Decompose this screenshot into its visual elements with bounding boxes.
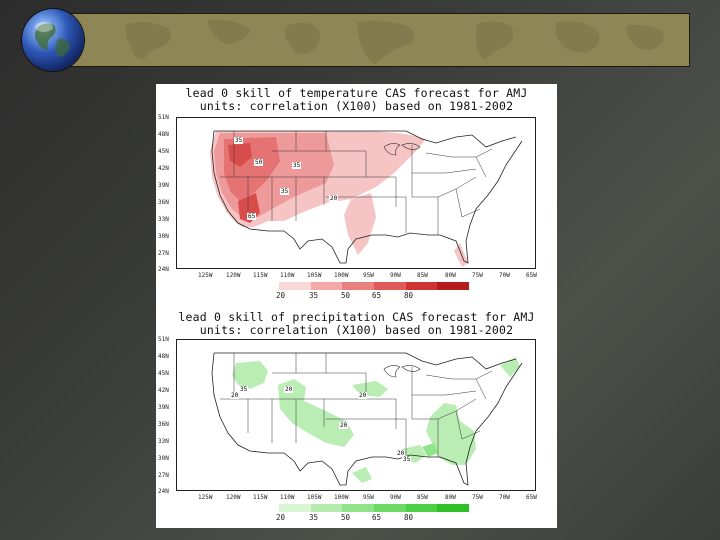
colorbar-label: 80 [404, 291, 414, 300]
lon-label: 100W [334, 494, 349, 501]
colorbar-label: 20 [276, 513, 286, 522]
lat-label: 33N [158, 438, 169, 445]
colorbar-swatch [437, 504, 470, 512]
colorbar-label: 50 [341, 291, 351, 300]
lat-label: 42N [158, 387, 169, 394]
lat-label: 45N [158, 370, 169, 377]
lon-label: 85W [417, 494, 428, 501]
lat-label: 30N [158, 455, 169, 462]
lon-label: 80W [445, 272, 456, 279]
contour-label: 20 [358, 392, 368, 399]
lon-label: 85W [417, 272, 428, 279]
colorbar-swatch [374, 504, 406, 512]
colorbar-swatch [342, 504, 375, 512]
lat-label: 48N [158, 131, 169, 138]
lon-label: 115W [253, 272, 268, 279]
lon-label: 70W [499, 494, 510, 501]
lon-label: 110W [280, 272, 295, 279]
contour-label: 35 [292, 162, 302, 169]
lon-label: 75W [472, 272, 483, 279]
contour-label: 20 [230, 392, 240, 399]
lon-label: 95W [363, 272, 374, 279]
lon-label: 125W [198, 272, 213, 279]
panel-title: lead 0 skill of temperature CAS forecast… [185, 86, 528, 100]
contour-label: 65 [247, 213, 257, 220]
colorbar-label: 35 [309, 291, 319, 300]
colorbar-swatch [437, 282, 470, 290]
temperature-map [176, 117, 536, 269]
lat-label: 42N [158, 165, 169, 172]
contour-label: 50 [254, 159, 264, 166]
lat-label: 24N [158, 488, 169, 495]
contour-label: 20 [339, 422, 349, 429]
colorbar-label: 50 [341, 513, 351, 522]
contour-label: 35 [234, 137, 244, 144]
lat-label: 39N [158, 404, 169, 411]
title-banner [56, 13, 690, 67]
contour-label: 35 [402, 456, 412, 463]
lat-label: 48N [158, 353, 169, 360]
lat-label: 36N [158, 199, 169, 206]
contour-label: 35 [239, 386, 249, 393]
colorbar-swatch [374, 282, 406, 290]
lat-label: 27N [158, 250, 169, 257]
lon-label: 115W [253, 494, 268, 501]
colorbar-swatch [310, 282, 343, 290]
lon-label: 95W [363, 494, 374, 501]
colorbar-swatch [279, 504, 311, 512]
lat-label: 51N [158, 114, 169, 121]
lat-label: 24N [158, 266, 169, 273]
panel-subtitle: units: correlation (X100) based on 1981-… [199, 99, 514, 113]
temperature-skill-map-panel: lead 0 skill of temperature CAS forecast… [156, 84, 557, 306]
colorbar-swatch [342, 282, 375, 290]
colorbar [279, 504, 470, 512]
contour-label: 20 [284, 386, 294, 393]
lat-label: 39N [158, 182, 169, 189]
lon-label: 100W [334, 272, 349, 279]
lon-label: 80W [445, 494, 456, 501]
panel-title: lead 0 skill of precipitation CAS foreca… [178, 310, 535, 324]
lat-label: 36N [158, 421, 169, 428]
colorbar-label: 80 [404, 513, 414, 522]
lon-label: 90W [390, 272, 401, 279]
world-map-watermark [125, 19, 664, 65]
lon-label: 90W [390, 494, 401, 501]
colorbar-label: 20 [276, 291, 286, 300]
lon-label: 105W [307, 494, 322, 501]
lon-label: 65W [526, 272, 537, 279]
lon-label: 75W [472, 494, 483, 501]
lon-label: 70W [499, 272, 510, 279]
lon-label: 65W [526, 494, 537, 501]
globe-icon [22, 9, 84, 71]
lon-label: 105W [307, 272, 322, 279]
lat-label: 33N [158, 216, 169, 223]
lon-label: 120W [226, 494, 241, 501]
contour-label: 20 [329, 195, 339, 202]
colorbar-label: 65 [372, 513, 382, 522]
precipitation-skill-map-panel: lead 0 skill of precipitation CAS foreca… [156, 306, 557, 528]
contour-label: 35 [280, 188, 290, 195]
lat-label: 51N [158, 336, 169, 343]
lon-label: 125W [198, 494, 213, 501]
lon-label: 120W [226, 272, 241, 279]
colorbar-label: 35 [309, 513, 319, 522]
lat-label: 30N [158, 233, 169, 240]
panel-subtitle: units: correlation (X100) based on 1981-… [199, 323, 514, 337]
colorbar [279, 282, 470, 290]
colorbar-label: 65 [372, 291, 382, 300]
colorbar-swatch [405, 282, 438, 290]
colorbar-swatch [310, 504, 343, 512]
contour-label: 20 [396, 450, 406, 457]
precipitation-map [176, 339, 536, 491]
colorbar-swatch [405, 504, 438, 512]
lat-label: 27N [158, 472, 169, 479]
colorbar-swatch [279, 282, 311, 290]
lat-label: 45N [158, 148, 169, 155]
lon-label: 110W [280, 494, 295, 501]
